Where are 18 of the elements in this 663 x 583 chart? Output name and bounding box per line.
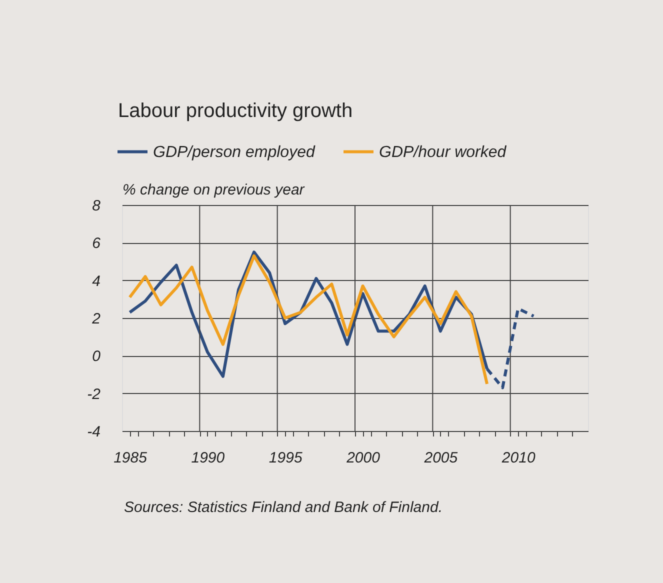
y-tick-label: 8: [92, 198, 102, 214]
y-tick-label: 2: [91, 310, 102, 328]
y-axis-title: % change on previous year: [122, 182, 306, 198]
x-tick-label: 1985: [114, 450, 148, 466]
source-note: Sources: Statistics Finland and Bank of Finland.: [124, 499, 443, 516]
legend-label: GDP/person employed: [153, 144, 316, 161]
y-tick-label: -4: [87, 424, 100, 440]
legend-label: GDP/hour worked: [379, 144, 508, 161]
y-tick-label: 0: [92, 348, 102, 366]
x-tick-label: 1990: [191, 450, 226, 466]
y-tick-label: -2: [87, 386, 102, 403]
y-tick-label: 4: [92, 272, 100, 290]
y-tick-label: 6: [92, 235, 102, 252]
x-tick-label: 2010: [500, 450, 536, 466]
x-tick-label: 1995: [268, 450, 303, 466]
x-tick-label: 2005: [423, 450, 458, 466]
chart-title: Labour productivity growth: [118, 100, 353, 122]
x-tick-label: 2000: [346, 450, 381, 466]
